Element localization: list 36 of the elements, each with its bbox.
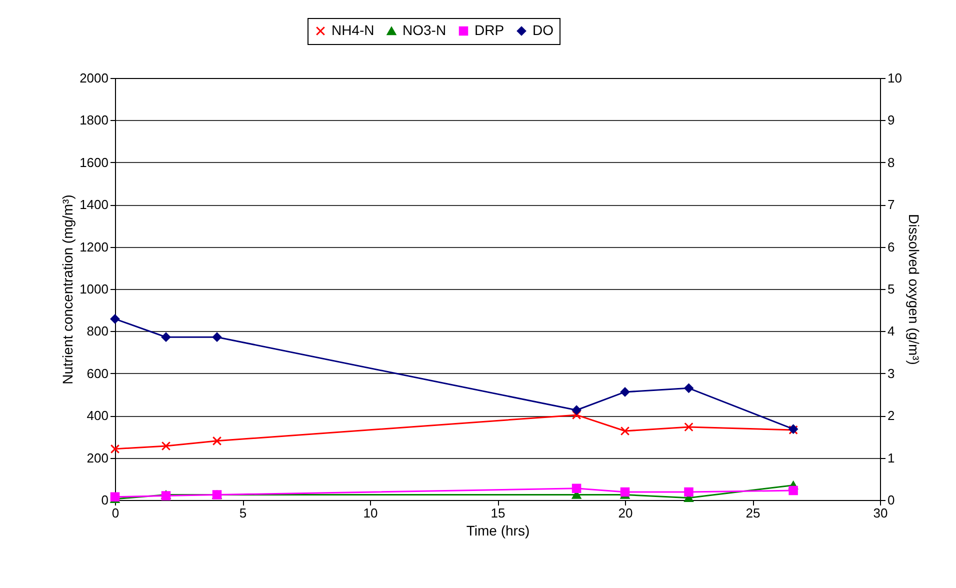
y2-tick-label: 4	[888, 324, 895, 339]
legend-label: NO3-N	[402, 22, 446, 38]
y2-tick-label: 8	[888, 154, 895, 170]
y-tick-label: 800	[86, 324, 108, 339]
legend-label: NH4-N	[332, 22, 374, 38]
y2-axis-title: Dissolved oxygen (g/m³)	[906, 214, 922, 365]
y-tick-label: 200	[86, 450, 108, 466]
y2-tick-label: 10	[888, 70, 902, 86]
legend-label: DO	[532, 22, 554, 38]
y2-tick-label: 6	[888, 239, 895, 254]
x-tick-label: 10	[363, 506, 378, 520]
y2-tick-label: 2	[888, 408, 895, 424]
y2-tick-label: 5	[888, 282, 895, 296]
y-tick-label: 1000	[80, 282, 108, 296]
y2-tick-label: 0	[888, 492, 895, 508]
x-tick-label: 30	[873, 506, 888, 520]
y-tick-label: 1200	[80, 239, 108, 254]
y-tick-label: 1800	[80, 112, 108, 128]
y-tick-label: 400	[86, 408, 108, 424]
y-tick-label: 1600	[80, 154, 108, 170]
y2-tick-label: 9	[888, 112, 895, 128]
y2-tick-label: 1	[888, 450, 895, 466]
y-tick-label: 0	[101, 492, 108, 508]
y2-tick-label: 7	[888, 197, 895, 212]
x-tick-label: 20	[618, 506, 633, 520]
x-tick-label: 5	[239, 506, 247, 520]
x-tick-label: 0	[112, 506, 120, 520]
y-tick-label: 600	[86, 366, 108, 381]
x-tick-label: 15	[490, 506, 506, 520]
x-tick-label: 25	[746, 506, 760, 520]
legend-label: DRP	[474, 22, 504, 38]
y-tick-label: 2000	[80, 70, 108, 86]
x-axis-title: Time (hrs)	[466, 522, 530, 538]
y-tick-label: 1400	[80, 197, 108, 212]
y-axis-title: Nutrient concentration (mg/m³)	[60, 194, 76, 384]
y2-tick-label: 3	[888, 366, 895, 381]
